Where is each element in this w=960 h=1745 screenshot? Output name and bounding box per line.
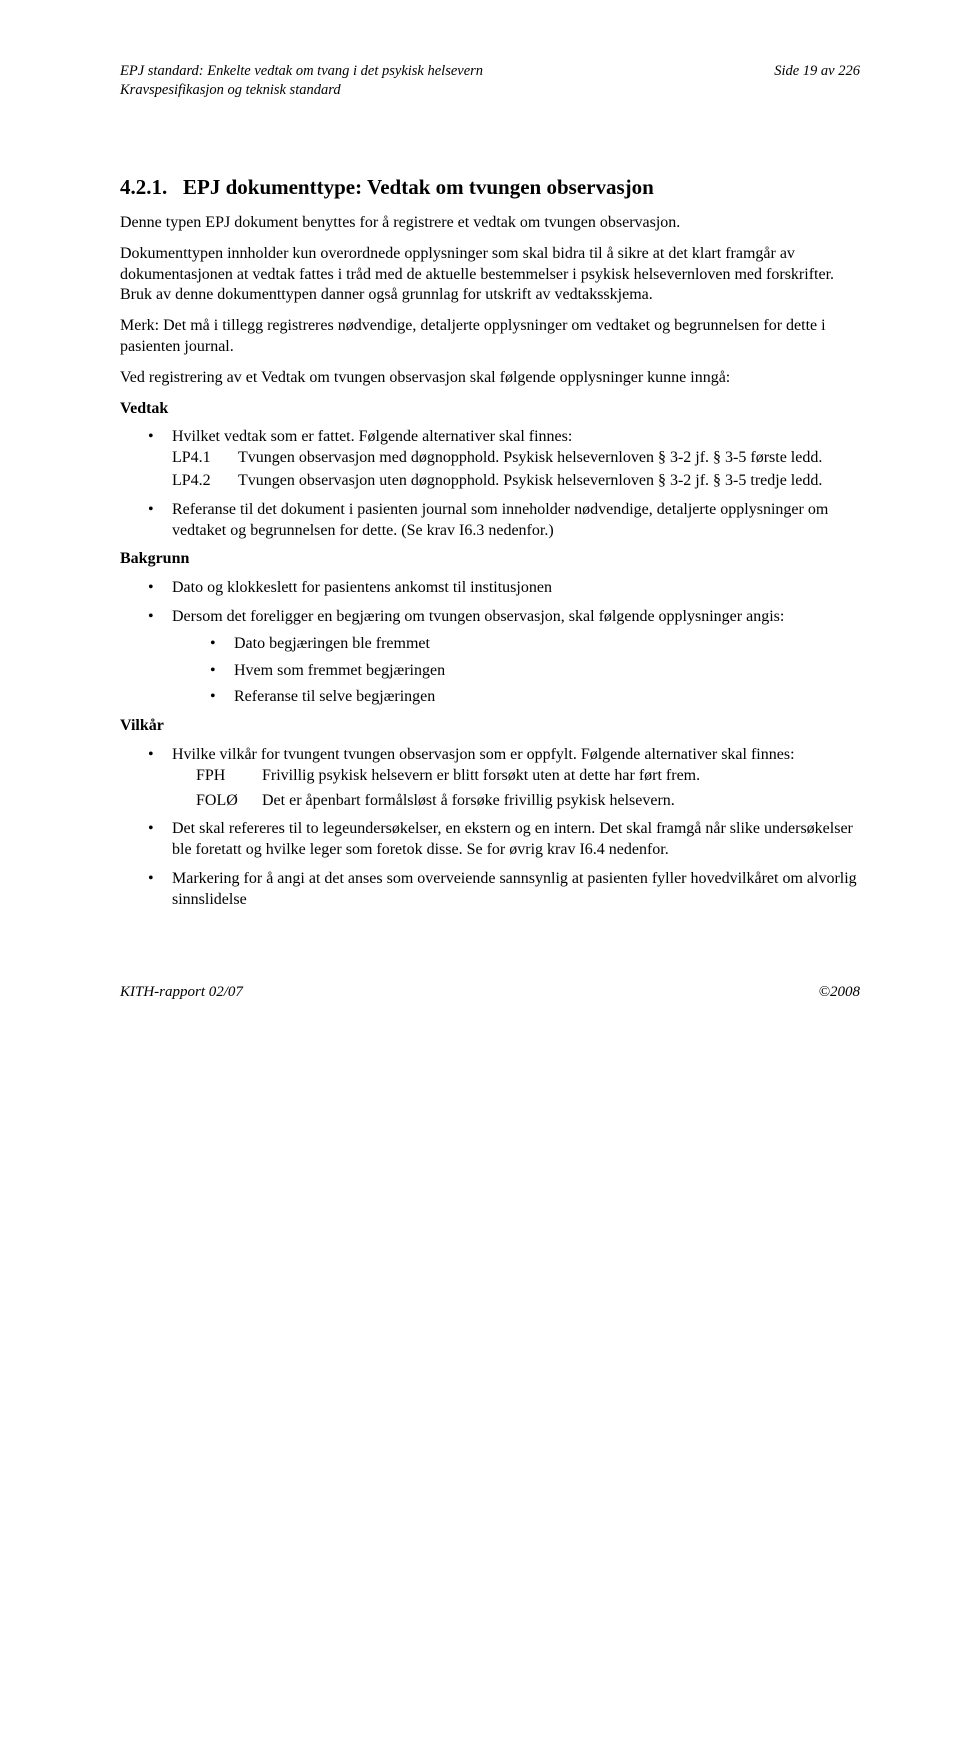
fph-text: Frivillig psykisk helsevern er blitt for… (262, 766, 860, 787)
intro-para-3: Merk: Det må i tillegg registreres nødve… (120, 316, 860, 358)
bakgrunn-list: Dato og klokkeslett for pasientens ankom… (120, 578, 860, 708)
vedtak-item-2: Referanse til det dokument i pasienten j… (148, 500, 860, 542)
lp41-row: LP4.1 Tvungen observasjon med døgnopphol… (172, 448, 860, 469)
footer-left: KITH-rapport 02/07 (120, 983, 243, 1003)
header-right: Side 19 av 226 (774, 62, 860, 81)
page-header: EPJ standard: Enkelte vedtak om tvang i … (120, 62, 860, 81)
vedtak-item-1: Hvilket vedtak som er fattet. Følgende a… (148, 427, 860, 491)
lp42-code: LP4.2 (172, 471, 238, 492)
lp41-code: LP4.1 (172, 448, 238, 469)
fph-row: FPH Frivillig psykisk helsevern er blitt… (172, 766, 860, 787)
section-number: 4.2.1. (120, 175, 167, 199)
bakgrunn-sublist: Dato begjæringen ble fremmet Hvem som fr… (172, 634, 860, 708)
lp42-row: LP4.2 Tvungen observasjon uten døgnoppho… (172, 471, 860, 492)
page-footer: KITH-rapport 02/07 ©2008 (120, 983, 860, 1003)
bakgrunn-item-2: Dersom det foreligger en begjæring om tv… (148, 607, 860, 708)
section-heading: 4.2.1. EPJ dokumenttype: Vedtak om tvung… (120, 174, 860, 201)
footer-right: ©2008 (819, 983, 860, 1003)
bakgrunn-label: Bakgrunn (120, 549, 860, 570)
vilkar-label: Vilkår (120, 716, 860, 737)
vilkar-item-1: Hvilke vilkår for tvungent tvungen obser… (148, 745, 860, 811)
folo-code: FOLØ (196, 791, 262, 812)
header-left-2: Kravspesifikasjon og teknisk standard (120, 81, 860, 100)
section-title-text: EPJ dokumenttype: Vedtak om tvungen obse… (183, 175, 654, 199)
bakgrunn-item-1: Dato og klokkeslett for pasientens ankom… (148, 578, 860, 599)
vilkar-item-3: Markering for å angi at det anses som ov… (148, 869, 860, 911)
header-left-1: EPJ standard: Enkelte vedtak om tvang i … (120, 62, 483, 81)
vedtak-label: Vedtak (120, 399, 860, 420)
vilkar-item-2: Det skal refereres til to legeundersøkel… (148, 819, 860, 861)
folo-text: Det er åpenbart formålsløst å forsøke fr… (262, 791, 860, 812)
lp42-text: Tvungen observasjon uten døgnopphold. Ps… (238, 471, 860, 492)
lp41-text: Tvungen observasjon med døgnopphold. Psy… (238, 448, 860, 469)
intro-para-1: Denne typen EPJ dokument benyttes for å … (120, 213, 860, 234)
vedtak-item-1-intro: Hvilket vedtak som er fattet. Følgende a… (172, 428, 572, 445)
intro-para-2: Dokumenttypen innholder kun overordnede … (120, 244, 860, 306)
vedtak-list: Hvilket vedtak som er fattet. Følgende a… (120, 427, 860, 541)
vilkar-item-1-text: Hvilke vilkår for tvungent tvungen obser… (172, 746, 795, 763)
bakgrunn-sub-1: Dato begjæringen ble fremmet (210, 634, 860, 655)
bakgrunn-sub-3: Referanse til selve begjæringen (210, 687, 860, 708)
fph-code: FPH (196, 766, 262, 787)
intro-para-4: Ved registrering av et Vedtak om tvungen… (120, 368, 860, 389)
bakgrunn-sub-2: Hvem som fremmet begjæringen (210, 661, 860, 682)
bakgrunn-item-2-text: Dersom det foreligger en begjæring om tv… (172, 608, 784, 625)
vilkar-list: Hvilke vilkår for tvungent tvungen obser… (120, 745, 860, 911)
folo-row: FOLØ Det er åpenbart formålsløst å forsø… (172, 791, 860, 812)
